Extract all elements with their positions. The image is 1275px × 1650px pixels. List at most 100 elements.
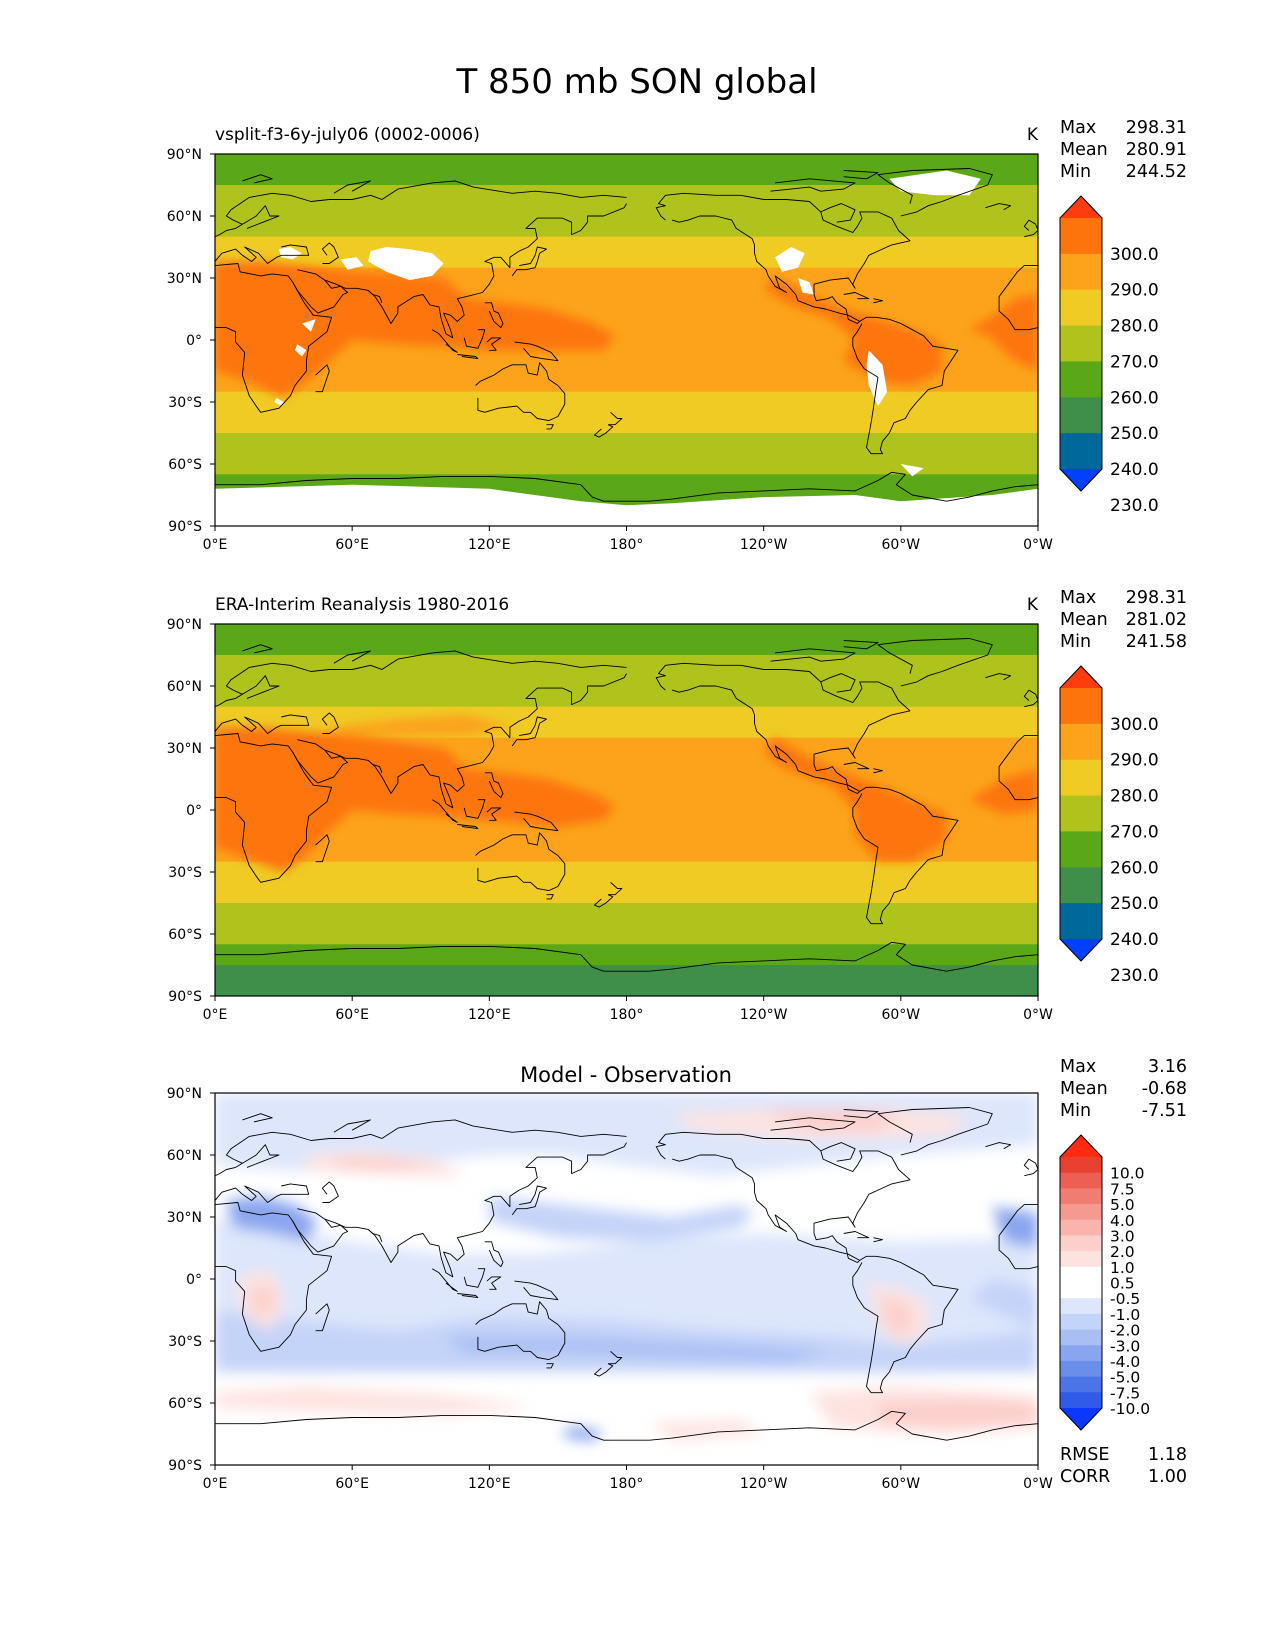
difference-rmse-value: 1.18: [1148, 1445, 1187, 1465]
model-coastline-15: [514, 341, 559, 362]
difference-coastline-13: [457, 1293, 479, 1299]
model-coastline-24: [770, 178, 856, 192]
model-max-label: Max: [1060, 118, 1096, 138]
difference-colorbar-label: -0.5: [1110, 1290, 1140, 1308]
difference-coastline-6: [1023, 1158, 1038, 1177]
model-missing-region: [340, 257, 364, 270]
observation-colorbar-label: 240.0: [1110, 930, 1159, 950]
figure-title: T 850 mb SON global: [455, 62, 817, 102]
difference-coastline-0: [215, 1202, 333, 1352]
observation-coastline-12: [463, 799, 486, 819]
model-xtick-label: 0°E: [203, 537, 228, 553]
difference-coastline-15: [514, 1280, 559, 1301]
model-coastline-25: [843, 170, 879, 180]
difference-colorbar-label: -2.0: [1110, 1322, 1140, 1340]
observation-colorbar-segment: [1060, 903, 1102, 940]
observation-warm-region-2: [763, 737, 947, 862]
difference-colorbar-segment: [1060, 1204, 1102, 1221]
model-missing-region: [900, 464, 924, 477]
model-missing-region: [775, 247, 805, 272]
observation-panel-title: ERA-Interim Reanalysis 1980-2016: [215, 595, 509, 615]
observation-coastline-29: [215, 941, 1038, 972]
difference-coastline-20: [594, 1363, 614, 1377]
difference-coastline-32: [333, 1119, 371, 1133]
observation-max-label: Max: [1060, 588, 1096, 608]
difference-colorbar-segment: [1060, 1345, 1102, 1362]
model-colorbar-segment: [1060, 253, 1102, 291]
difference-coastline-28: [852, 1255, 959, 1394]
model-colorbar-segment: [1060, 361, 1102, 398]
model-coastline-2: [292, 269, 349, 314]
model-colorbar: 300.0 290.0 280.0 270.0 260.0 250.0 240.0 230.0: [1059, 195, 1159, 516]
observation-coastline-5: [215, 714, 310, 734]
difference-colorbar-segment: [1060, 1360, 1102, 1378]
model-colorbar-extend-max: [1060, 196, 1102, 218]
model-colorbar-segment: [1060, 289, 1102, 327]
difference-max-value: 3.16: [1148, 1057, 1187, 1077]
difference-colorbar-segment: [1060, 1392, 1102, 1409]
model-panel: vsplit-f3-6y-july06 (0002-0006) K 0°E 60°…: [167, 118, 1187, 553]
model-xtick-label: 120°E: [468, 537, 511, 553]
difference-coastline-24: [770, 1117, 856, 1131]
model-coastline-22: [820, 203, 856, 223]
difference-colorbar-label: 3.0: [1110, 1227, 1135, 1245]
difference-coastline-31: [321, 1181, 339, 1203]
model-zonal-band: [215, 236, 1038, 269]
model-xtick-label: 0°W: [1023, 537, 1053, 553]
difference-colorbar-extend-min: [1060, 1408, 1102, 1430]
model-colorbar-label: 300.0: [1110, 245, 1159, 265]
observation-coastline-11: [431, 799, 458, 823]
difference-colorbar-segment: [1060, 1235, 1102, 1252]
model-coastline-3: [324, 203, 627, 339]
difference-warm-region-4: [329, 1159, 433, 1172]
observation-coastline-31: [321, 712, 339, 734]
difference-coastline-33: [242, 1113, 273, 1123]
difference-colorbar-extend-max: [1060, 1135, 1102, 1157]
difference-colorbar-segment: [1060, 1172, 1102, 1189]
observation-colorbar-label: 280.0: [1110, 787, 1159, 807]
observation-colorbar: 300.0 290.0 280.0 270.0 260.0 250.0 240.0 230.0: [1059, 665, 1159, 986]
observation-zonal-band: [215, 965, 1038, 996]
model-min-label: Min: [1060, 162, 1091, 182]
observation-colorbar-segment: [1060, 795, 1102, 833]
observation-coastline-8: [315, 834, 330, 863]
difference-coastline-2: [292, 1208, 349, 1253]
difference-corr-label: CORR: [1060, 1467, 1110, 1487]
model-ytick-label: 90°S: [168, 519, 202, 535]
difference-max-label: Max: [1060, 1057, 1096, 1077]
model-zonal-band: [215, 433, 1038, 476]
observation-coastline-9: [367, 760, 383, 773]
difference-colorbar-label: 5.0: [1110, 1196, 1135, 1214]
model-min-value: 244.52: [1126, 162, 1187, 182]
observation-xtick-label: 120°E: [468, 1007, 511, 1023]
observation-coastline-33: [242, 644, 273, 654]
model-ytick-label: 0°: [186, 333, 202, 349]
difference-coastline-30: [985, 1142, 1012, 1150]
model-missing-region: [295, 344, 307, 357]
difference-coastline-23: [877, 1107, 993, 1156]
model-xtick-label: 60°E: [335, 537, 369, 553]
observation-coastline-25: [843, 640, 879, 650]
difference-xtick-label: 60°W: [881, 1476, 920, 1492]
model-panel-title: vsplit-f3-6y-july06 (0002-0006): [215, 125, 480, 145]
observation-zonal-band: [215, 944, 1038, 966]
difference-warm-region-6: [882, 1295, 915, 1337]
difference-colorbar-label: -1.0: [1110, 1306, 1140, 1324]
model-coastline-26: [843, 292, 870, 300]
observation-xtick-label: 120°W: [740, 1007, 788, 1023]
model-colorbar-label: 270.0: [1110, 352, 1159, 372]
model-coastline-7: [242, 205, 280, 229]
observation-coastline-26: [843, 762, 870, 770]
difference-colorbar-label: 2.0: [1110, 1243, 1135, 1261]
difference-cool-region-9: [562, 1427, 604, 1441]
difference-rmse-label: RMSE: [1060, 1445, 1109, 1465]
model-coastline-28: [852, 316, 959, 455]
difference-colorbar-segment: [1060, 1188, 1102, 1205]
difference-min-label: Min: [1060, 1101, 1091, 1121]
observation-coastline-20: [594, 894, 614, 908]
observation-colorbar-label: 260.0: [1110, 858, 1159, 878]
difference-corr-value: 1.00: [1148, 1467, 1187, 1487]
model-colorbar-label: 280.0: [1110, 317, 1159, 337]
model-missing-region: [215, 484, 1038, 526]
difference-cool-region-6: [226, 1196, 318, 1242]
